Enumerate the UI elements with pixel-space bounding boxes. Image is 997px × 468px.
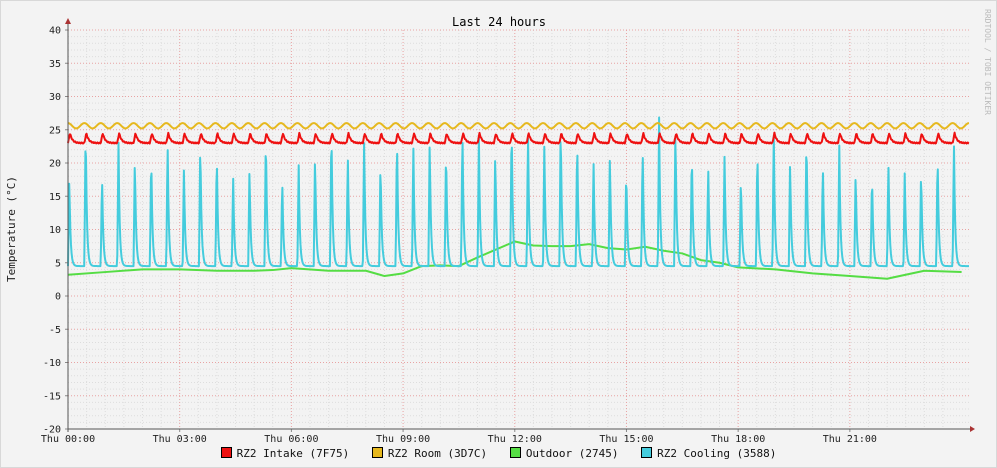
watermark: RRDTOOL / TOBI OETIKER bbox=[983, 9, 992, 115]
legend-label-room: RZ2 Room (3D7C) bbox=[387, 447, 488, 460]
series-line-outdoor bbox=[67, 240, 962, 280]
y-tick-label: 15 bbox=[49, 192, 61, 203]
legend-label-outdoor: Outdoor (2745) bbox=[525, 447, 619, 460]
series-line-room bbox=[67, 122, 970, 130]
x-tick-label: Thu 15:00 bbox=[599, 434, 653, 445]
y-tick-label: -15 bbox=[43, 391, 61, 402]
legend-swatch-cooling bbox=[641, 447, 653, 458]
x-tick-label: Thu 21:00 bbox=[823, 434, 877, 445]
legend-item-room: RZ2 Room (3D7C) bbox=[371, 447, 488, 460]
x-axis-arrow bbox=[970, 426, 975, 432]
series-line-intake bbox=[67, 131, 970, 145]
series-layer bbox=[67, 116, 970, 280]
legend-item-cooling: RZ2 Cooling (3588) bbox=[641, 447, 776, 460]
x-tick-label: Thu 12:00 bbox=[488, 434, 542, 445]
y-tick-label: 5 bbox=[55, 258, 61, 269]
x-tick-label: Thu 09:00 bbox=[376, 434, 430, 445]
y-tick-label: 30 bbox=[49, 92, 61, 103]
y-tick-label: 35 bbox=[49, 59, 61, 70]
legend-swatch-outdoor bbox=[509, 447, 521, 458]
y-tick-label: -10 bbox=[43, 358, 61, 369]
y-axis-label: Temperature (°C) bbox=[5, 176, 18, 282]
x-tick-label: Thu 06:00 bbox=[264, 434, 318, 445]
y-tick-label: 20 bbox=[49, 159, 61, 170]
y-tick-label: -5 bbox=[49, 325, 61, 336]
series-line-cooling bbox=[67, 116, 970, 268]
chart-title: Last 24 hours bbox=[452, 15, 546, 29]
legend: RZ2 Intake (7F75) RZ2 Room (3D7C) Outdoo… bbox=[1, 447, 996, 460]
y-tick-labels: 40 35 30 25 20 15 10 5 0 -5 -10 -15 -20 bbox=[43, 26, 61, 436]
y-tick-label: 10 bbox=[49, 225, 61, 236]
axes bbox=[65, 18, 975, 432]
y-tick-label: 40 bbox=[49, 26, 61, 37]
x-tick-label: Thu 03:00 bbox=[153, 434, 207, 445]
y-tick-label: 0 bbox=[55, 292, 61, 303]
x-tick-labels: Thu 00:00 Thu 03:00 Thu 06:00 Thu 09:00 Thu … bbox=[41, 434, 877, 445]
legend-swatch-room bbox=[371, 447, 383, 458]
y-tick-label: -20 bbox=[43, 425, 61, 436]
y-axis-arrow bbox=[65, 18, 71, 24]
legend-swatch-intake bbox=[220, 447, 232, 458]
x-tick-label: Thu 00:00 bbox=[41, 434, 95, 445]
legend-label-cooling: RZ2 Cooling (3588) bbox=[657, 447, 777, 460]
legend-item-outdoor: Outdoor (2745) bbox=[509, 447, 619, 460]
legend-label-intake: RZ2 Intake (7F75) bbox=[236, 447, 350, 460]
legend-item-intake: RZ2 Intake (7F75) bbox=[220, 447, 350, 460]
x-tick-label: Thu 18:00 bbox=[711, 434, 765, 445]
y-tick-label: 25 bbox=[49, 125, 61, 136]
